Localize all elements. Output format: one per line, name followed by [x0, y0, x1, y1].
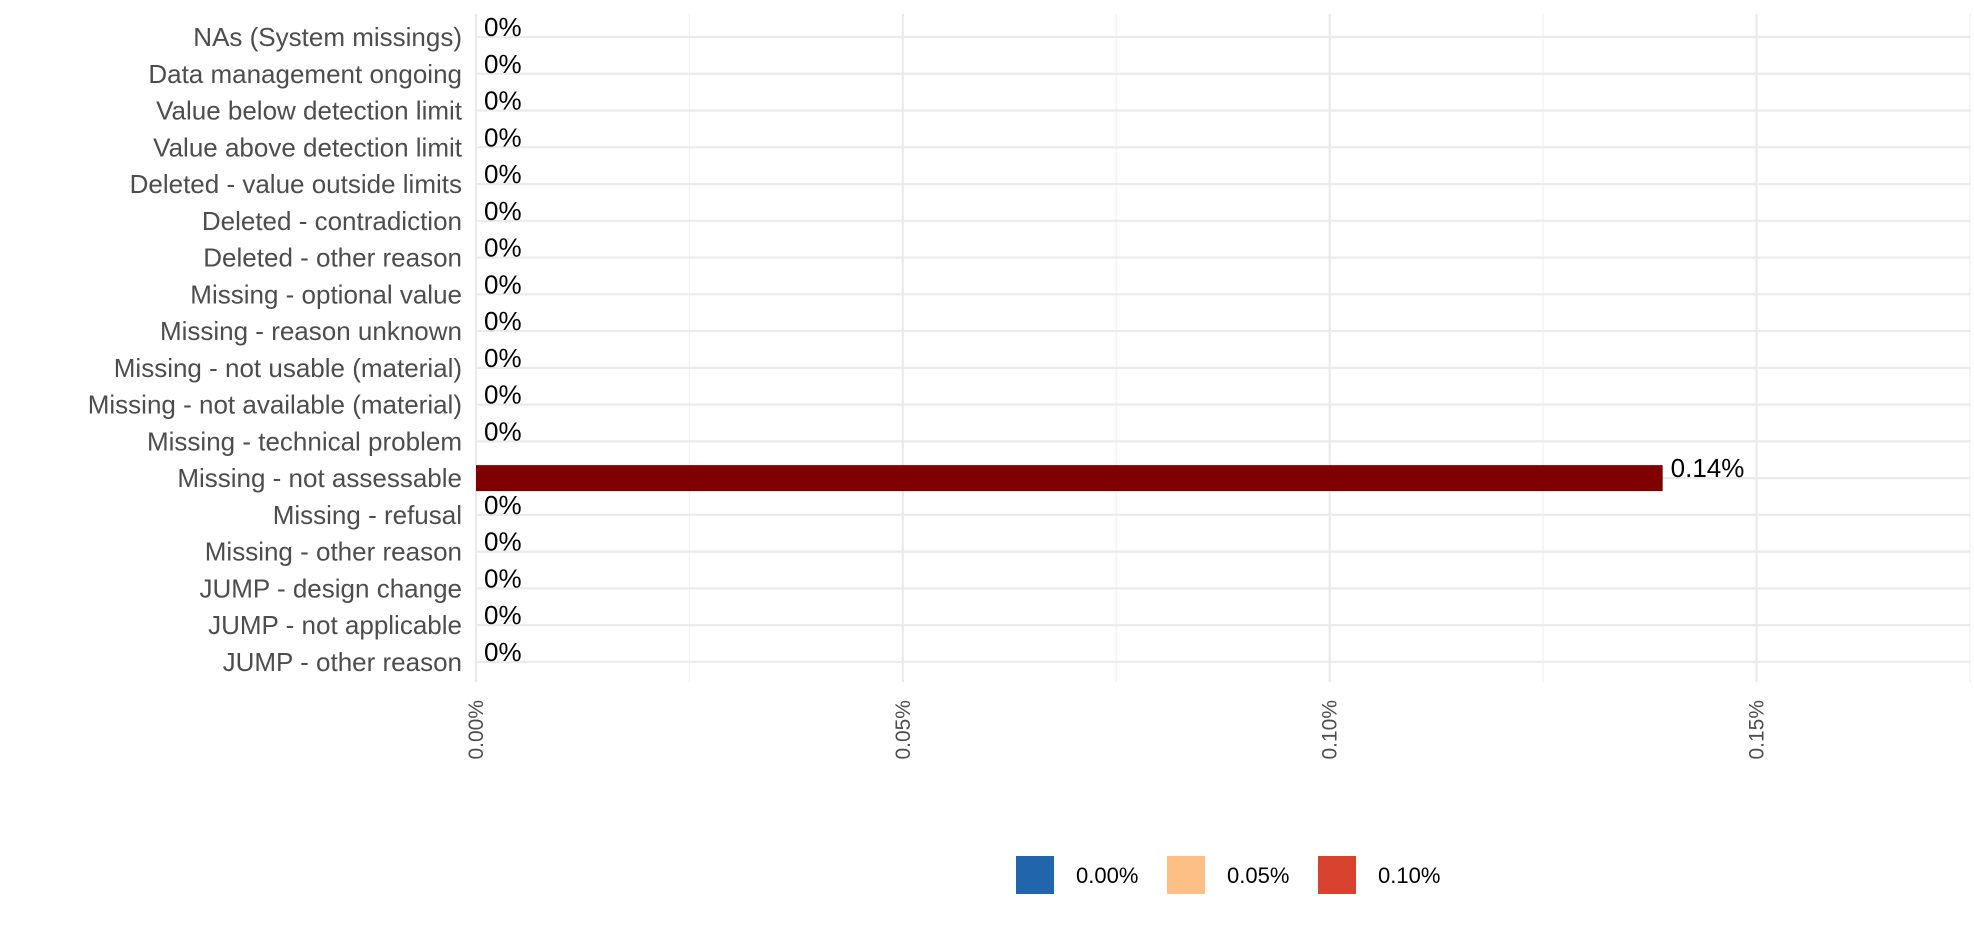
- data-label: 0%: [484, 233, 522, 263]
- data-label: 0%: [484, 637, 522, 667]
- legend-swatch: [1016, 856, 1054, 894]
- data-label: 0%: [484, 306, 522, 336]
- data-label: 0%: [484, 380, 522, 410]
- x-axis-ticks: 0.00% 0.05% 0.10% 0.15%: [465, 700, 1769, 760]
- data-label: 0%: [484, 196, 522, 226]
- legend-label: 0.05%: [1227, 863, 1289, 888]
- data-label: 0%: [484, 86, 522, 116]
- x-tick-label: 0.00%: [465, 700, 488, 760]
- category-labels: NAs (System missings) Data management ong…: [88, 22, 463, 677]
- x-tick-label: 0.05%: [892, 700, 915, 760]
- category-label: Missing - not assessable: [177, 463, 462, 493]
- data-label: 0%: [484, 49, 522, 79]
- category-label: Missing - other reason: [205, 537, 462, 567]
- data-label: 0%: [484, 343, 522, 373]
- legend-swatch: [1318, 856, 1356, 894]
- data-label: 0%: [484, 159, 522, 189]
- category-label: Missing - reason unknown: [160, 316, 462, 346]
- data-label: 0.14%: [1671, 453, 1745, 483]
- category-label: Data management ongoing: [148, 59, 462, 89]
- category-label: JUMP - not applicable: [208, 610, 462, 640]
- category-label: JUMP - other reason: [223, 647, 462, 677]
- data-labels: 0% 0% 0% 0% 0% 0% 0% 0% 0% 0% 0% 0% 0.14% 0% 0% 0% 0% 0%: [484, 12, 1744, 667]
- category-label: NAs (System missings): [193, 22, 462, 52]
- category-label: Missing - not available (material): [88, 390, 462, 420]
- bar: [476, 465, 1663, 492]
- data-label: 0%: [484, 416, 522, 446]
- category-label: Missing - refusal: [273, 500, 462, 530]
- data-label: 0%: [484, 563, 522, 593]
- data-label: 0%: [484, 122, 522, 152]
- category-label: Missing - optional value: [190, 279, 462, 309]
- grid: [474, 14, 1971, 682]
- bars: [476, 465, 1663, 492]
- category-label: Value below detection limit: [156, 96, 463, 126]
- category-label: Missing - technical problem: [147, 426, 462, 456]
- category-label: Deleted - contradiction: [202, 206, 462, 236]
- category-label: Deleted - value outside limits: [130, 169, 462, 199]
- data-label: 0%: [484, 490, 522, 520]
- category-label: JUMP - design change: [199, 573, 462, 603]
- x-tick-label: 0.15%: [1746, 700, 1769, 760]
- legend-swatch: [1167, 856, 1205, 894]
- data-label: 0%: [484, 269, 522, 299]
- category-label: Value above detection limit: [153, 132, 463, 162]
- category-label: Missing - not usable (material): [114, 353, 462, 383]
- category-label: Deleted - other reason: [203, 243, 462, 273]
- legend-label: 0.00%: [1076, 863, 1138, 888]
- data-label: 0%: [484, 12, 522, 42]
- data-label: 0%: [484, 527, 522, 557]
- x-tick-label: 0.10%: [1319, 700, 1342, 760]
- legend-label: 0.10%: [1378, 863, 1440, 888]
- data-label: 0%: [484, 600, 522, 630]
- legend: 0.00% 0.05% 0.10%: [1016, 856, 1440, 894]
